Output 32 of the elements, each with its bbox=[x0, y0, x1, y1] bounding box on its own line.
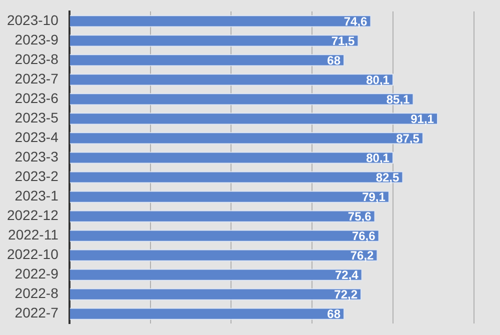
y-tick-label: 2023-3 bbox=[14, 148, 59, 165]
y-tick-label: 2023-7 bbox=[14, 70, 59, 87]
data-label: 85,1 bbox=[386, 92, 410, 107]
data-label: 68 bbox=[327, 53, 341, 68]
data-label: 72,2 bbox=[334, 288, 358, 302]
data-label: 91,1 bbox=[410, 112, 434, 126]
y-tick-label: 2023-1 bbox=[14, 188, 59, 204]
y-tick-label: 2023-5 bbox=[14, 110, 59, 126]
data-label: 72,4 bbox=[334, 268, 359, 282]
data-label: 82,5 bbox=[376, 170, 400, 185]
data-label: 80,1 bbox=[366, 73, 390, 88]
data-label: 71,5 bbox=[331, 34, 356, 48]
data-label: 75,6 bbox=[348, 210, 372, 224]
y-tick-label: 2022-8 bbox=[14, 285, 59, 302]
y-tick-label: 2023-9 bbox=[14, 32, 59, 48]
data-label: 68 bbox=[327, 307, 341, 322]
y-tick-label: 2023-6 bbox=[14, 90, 59, 106]
y-tick-label: 2023-4 bbox=[14, 129, 59, 146]
data-label: 76,2 bbox=[350, 248, 374, 263]
y-tick-label: 2022-10 bbox=[6, 246, 59, 262]
data-label: 87,5 bbox=[396, 132, 420, 146]
data-label: 79,1 bbox=[362, 190, 386, 204]
y-tick-label: 2022-9 bbox=[14, 266, 59, 282]
y-tick-label: 2023-8 bbox=[14, 51, 59, 68]
data-label: 80,1 bbox=[366, 151, 390, 166]
y-tick-label: 2022-11 bbox=[8, 226, 59, 243]
data-label: 74,6 bbox=[344, 14, 368, 28]
y-tick-label: 2023-10 bbox=[6, 12, 59, 28]
y-tick-label: 2022-12 bbox=[6, 207, 59, 224]
data-label: 76,6 bbox=[352, 229, 376, 244]
y-tick-label: 2022-7 bbox=[14, 304, 59, 321]
y-tick-label: 2023-2 bbox=[14, 168, 59, 184]
